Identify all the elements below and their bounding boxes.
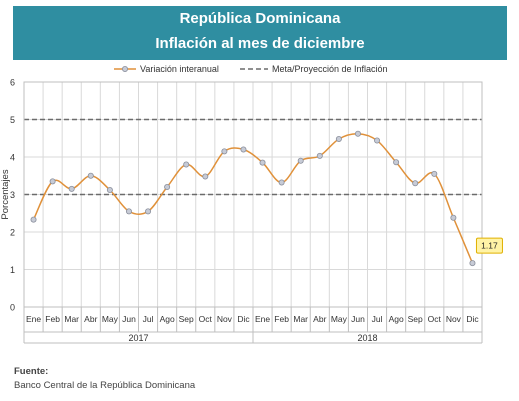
legend-target-label: Meta/Proyección de Inflación — [272, 64, 388, 74]
data-point — [87, 172, 94, 179]
x-tick-label: Ene — [26, 314, 41, 324]
x-tick-label: Oct — [199, 314, 213, 324]
data-point — [412, 180, 419, 187]
y-tick-label: 5 — [10, 115, 15, 125]
x-tick-label: Feb — [45, 314, 60, 324]
x-tick-label: Jul — [143, 314, 154, 324]
x-tick-label: Feb — [274, 314, 289, 324]
x-tick-label: Nov — [446, 314, 462, 324]
x-tick-label: Abr — [84, 314, 97, 324]
y-tick-label: 4 — [10, 153, 15, 163]
y-tick-label: 6 — [10, 78, 15, 88]
data-point — [49, 178, 56, 185]
x-tick-label: Jul — [372, 314, 383, 324]
y-tick-label: 0 — [10, 303, 15, 313]
series-variacion-interanual: 1.17 — [30, 130, 503, 267]
data-point — [125, 208, 132, 215]
x-tick-label: Ago — [160, 314, 175, 324]
data-point — [374, 137, 381, 144]
data-point — [316, 152, 323, 159]
x-tick-label: May — [102, 314, 119, 324]
x-tick-label: Ago — [389, 314, 404, 324]
y-tick-label: 2 — [10, 228, 15, 238]
data-point — [354, 130, 361, 137]
y-axis-title: Porcentajes — [0, 169, 11, 219]
data-point — [145, 208, 152, 215]
x-tick-label: Sep — [179, 314, 194, 324]
data-point — [297, 157, 304, 164]
data-point — [221, 148, 228, 155]
x-tick-label: Oct — [428, 314, 442, 324]
chart-header: República Dominicana Inflación al mes de… — [13, 6, 507, 60]
x-tick-label: Abr — [313, 314, 326, 324]
data-point — [450, 214, 457, 221]
data-point — [202, 173, 209, 180]
chart-axes — [23, 81, 483, 344]
x-tick-label: May — [331, 314, 348, 324]
y-tick-label: 1 — [10, 265, 15, 275]
data-point — [393, 159, 400, 166]
data-point — [259, 159, 266, 166]
x-year-label: 2017 — [128, 333, 148, 343]
data-point — [469, 260, 476, 267]
data-point — [278, 179, 285, 186]
data-point — [106, 186, 113, 193]
legend-marker — [122, 66, 129, 73]
x-tick-label: Dic — [466, 314, 479, 324]
x-tick-label: Jun — [351, 314, 365, 324]
data-point — [431, 170, 438, 177]
chart-legend: Variación interanual Meta/Proyección de I… — [114, 64, 388, 74]
data-label: 1.17 — [481, 241, 498, 251]
x-tick-label: Sep — [408, 314, 423, 324]
x-tick-label: Ene — [255, 314, 270, 324]
data-point — [183, 161, 190, 168]
x-tick-label: Mar — [64, 314, 79, 324]
target-lines — [24, 118, 482, 196]
data-point — [335, 135, 342, 142]
source-label: Fuente: — [14, 366, 49, 377]
x-tick-label: Dic — [237, 314, 250, 324]
legend-series-label: Variación interanual — [140, 64, 219, 74]
header-title: República Dominicana — [179, 10, 341, 27]
data-point — [68, 185, 75, 192]
data-point — [240, 146, 247, 153]
x-tick-label: Nov — [217, 314, 233, 324]
source-text: Banco Central de la República Dominicana — [14, 380, 196, 391]
data-point — [164, 183, 171, 190]
x-tick-label: Jun — [122, 314, 136, 324]
x-tick-label: Mar — [293, 314, 308, 324]
header-subtitle: Inflación al mes de diciembre — [155, 35, 365, 52]
y-tick-label: 3 — [10, 190, 15, 200]
data-point — [30, 216, 37, 223]
x-year-label: 2018 — [357, 333, 377, 343]
data-label-box — [475, 237, 503, 254]
